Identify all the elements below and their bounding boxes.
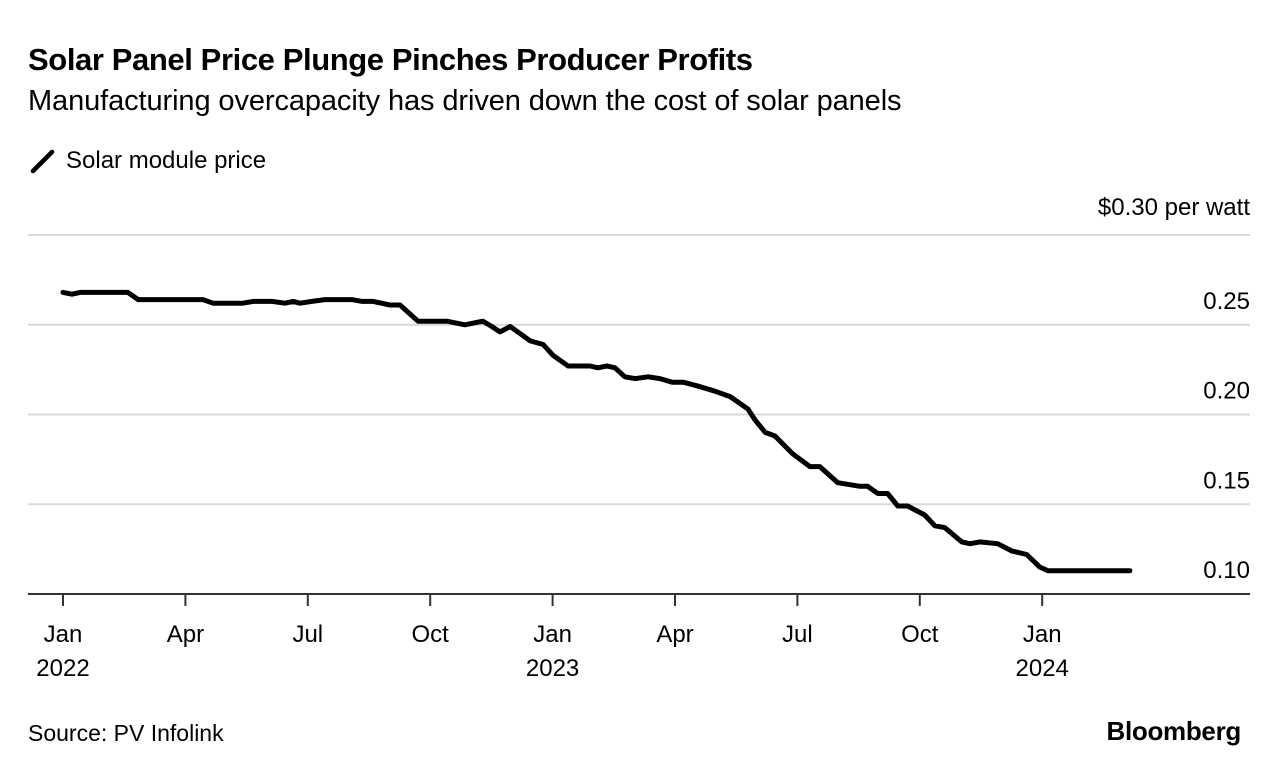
x-axis: Jan 2022 Apr Jul Oct Jan 2023 Apr Jul Oct Jan 2024 [28, 593, 1250, 682]
y-axis-unit-label: $0.30 per watt [1097, 194, 1250, 221]
series-line-solar-module-price [60, 289, 1133, 574]
legend-label: Solar module price [66, 147, 267, 174]
source-note: Source: PV Infolink [28, 720, 224, 746]
y-tick-labels: 0.25 0.20 0.15 0.10 [1203, 288, 1250, 584]
x-tick-year-label: 2022 [36, 655, 89, 682]
x-tick-year-label: 2024 [1016, 655, 1069, 682]
x-tick-label: Jan [44, 621, 83, 648]
x-tick-year-label: 2023 [526, 655, 579, 682]
y-tick-label: 0.15 [1203, 467, 1250, 494]
series [60, 289, 1133, 574]
line-slash-icon [30, 149, 55, 174]
y-tick-label: 0.10 [1203, 557, 1250, 584]
x-tick-label: Jul [292, 621, 323, 648]
x-tick-label: Oct [901, 621, 939, 648]
chart-title: Solar Panel Price Plunge Pinches Produce… [28, 42, 753, 77]
x-tick-label: Jul [782, 621, 813, 648]
chart-subtitle: Manufacturing overcapacity has driven do… [28, 85, 902, 117]
gridlines [28, 234, 1250, 506]
x-tick-label: Oct [412, 621, 450, 648]
legend: Solar module price [28, 146, 266, 176]
y-tick-label: 0.25 [1203, 288, 1250, 315]
bloomberg-logo: Bloomberg [1106, 716, 1241, 746]
x-tick-label: Jan [533, 621, 572, 648]
x-tick-label: Apr [167, 621, 204, 648]
x-tick-label: Apr [656, 621, 693, 648]
y-tick-label: 0.20 [1203, 378, 1250, 405]
x-tick-label: Jan [1023, 621, 1062, 648]
